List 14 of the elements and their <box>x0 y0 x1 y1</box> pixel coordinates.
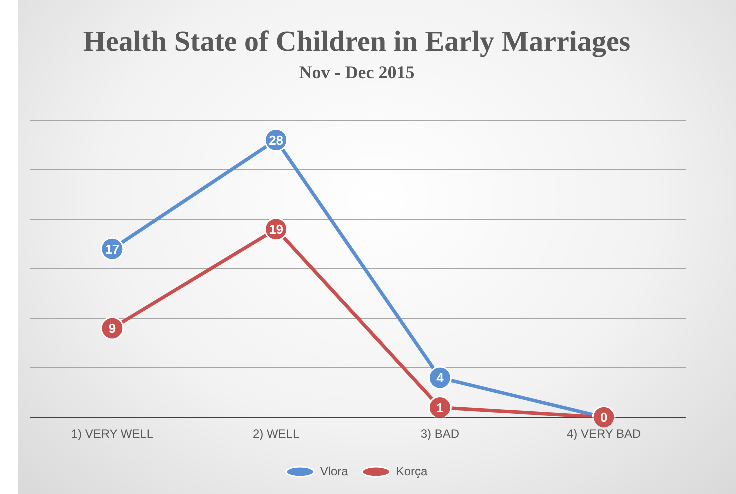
x-tick-label: 2) WELL <box>252 427 300 442</box>
data-label: 4 <box>436 370 445 386</box>
data-label: 9 <box>108 321 116 336</box>
x-tick-label: 1) VERY WELL <box>71 427 154 442</box>
x-tick-label: 4) VERY BAD <box>566 427 642 442</box>
x-tick-label: 3) BAD <box>420 427 460 442</box>
chart-subtitle: Nov - Dec 2015 <box>299 62 415 82</box>
chart-title: Health State of Children in Early Marriages <box>83 26 631 58</box>
legend-label: Vlora <box>320 464 349 478</box>
legend-label: Korça <box>396 464 428 478</box>
data-label: 19 <box>269 222 284 237</box>
data-label: 28 <box>269 132 284 148</box>
data-label: 1 <box>436 400 444 416</box>
data-label: 17 <box>105 242 120 257</box>
